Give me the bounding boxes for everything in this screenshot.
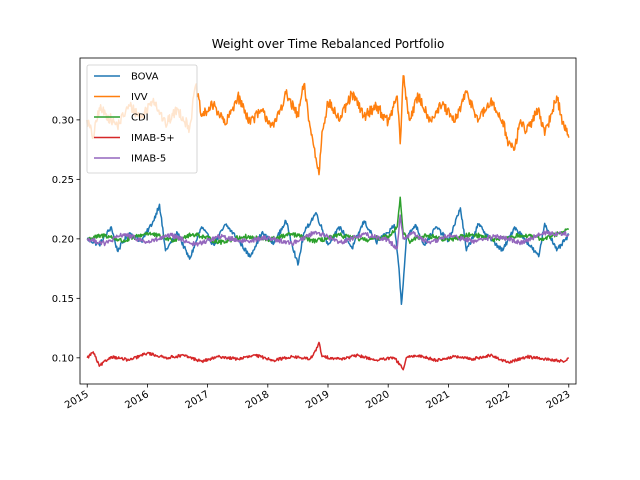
y-tick-label: 0.10: [52, 353, 74, 364]
legend-label: CDI: [131, 113, 149, 124]
x-tick-label: 2017: [184, 389, 212, 411]
legend-label: IMAB-5+: [131, 133, 175, 144]
x-tick-label: 2023: [545, 389, 573, 411]
x-tick-label: 2015: [63, 389, 91, 411]
y-tick-label: 0.20: [52, 234, 74, 245]
x-axis: 2015 2016 2017 2018 2019 2020 2021 2022 2023: [63, 384, 572, 411]
y-tick-label: 0.25: [52, 175, 74, 186]
x-tick-label: 2020: [364, 389, 392, 411]
y-tick-label: 0.30: [52, 115, 74, 126]
x-tick-label: 2016: [123, 389, 151, 411]
y-axis: 0.10 0.15 0.20 0.25 0.30: [52, 115, 80, 364]
x-tick-label: 2021: [424, 389, 452, 411]
x-tick-label: 2018: [244, 389, 272, 411]
legend: BOVA IVV CDI IMAB-5+ IMAB-5: [86, 64, 198, 174]
chart-title: Weight over Time Rebalanced Portfolio: [212, 37, 445, 51]
series-line-imab-5: [86, 214, 570, 250]
x-tick-label: 2022: [485, 389, 513, 411]
y-tick-label: 0.15: [52, 294, 74, 305]
legend-label: IVV: [131, 92, 148, 103]
series-line-imab-5-: [86, 341, 570, 371]
legend-label: IMAB-5: [131, 154, 166, 165]
x-tick-label: 2019: [304, 389, 332, 411]
legend-label: BOVA: [131, 72, 159, 83]
series-line-bova: [86, 203, 570, 306]
legend-box: [86, 64, 198, 174]
